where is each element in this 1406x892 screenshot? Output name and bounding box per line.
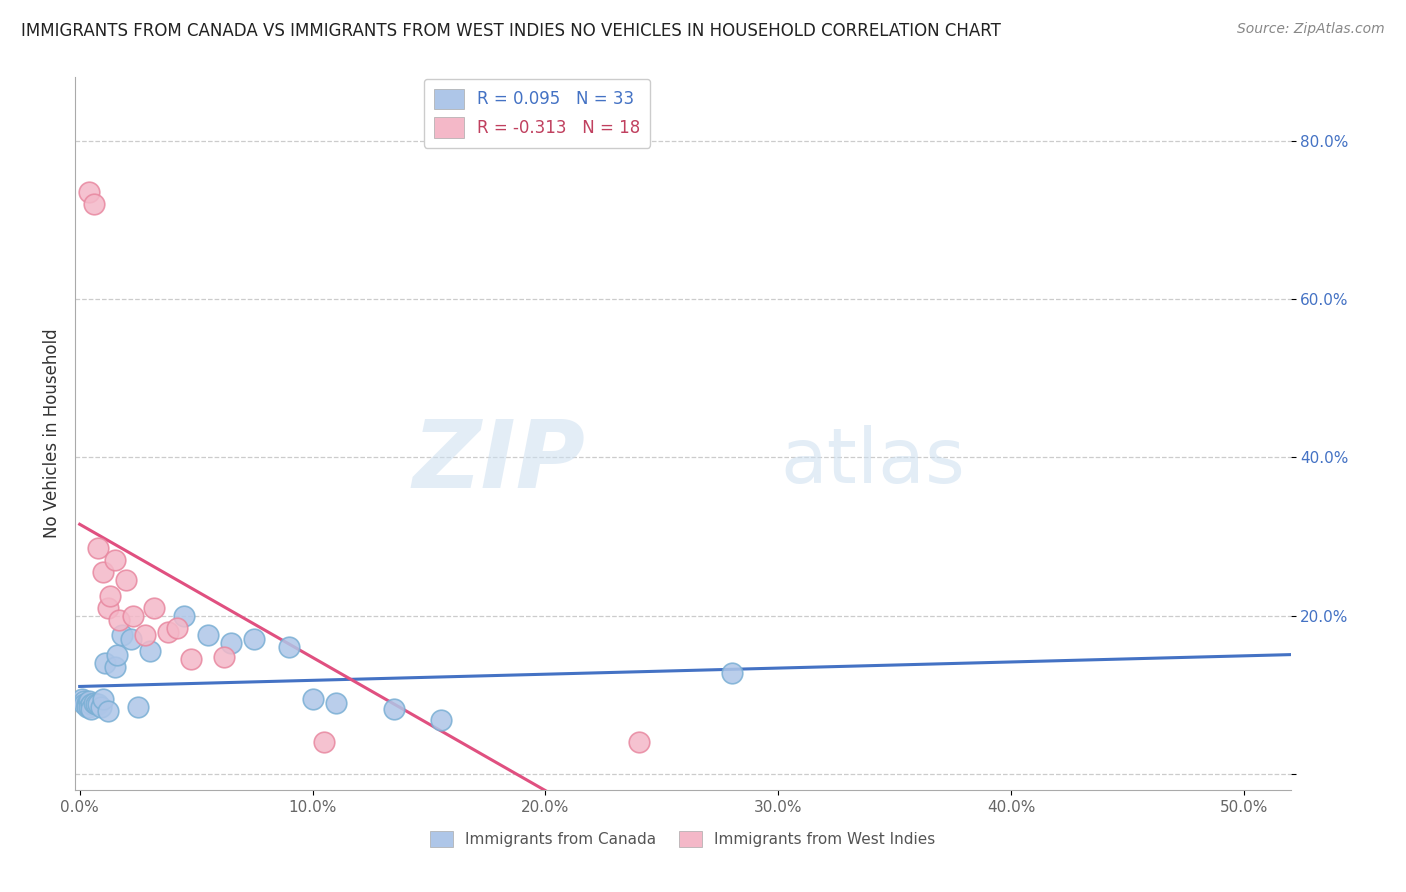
Legend: R = 0.095   N = 33, R = -0.313   N = 18: R = 0.095 N = 33, R = -0.313 N = 18 xyxy=(423,78,650,148)
Point xyxy=(108,613,131,627)
Point xyxy=(83,696,105,710)
Point xyxy=(105,648,128,663)
Point xyxy=(77,185,100,199)
Point xyxy=(429,713,451,727)
Point xyxy=(83,197,105,211)
Point xyxy=(382,702,405,716)
Point xyxy=(97,704,120,718)
Point xyxy=(212,649,235,664)
Point xyxy=(76,699,98,714)
Text: IMMIGRANTS FROM CANADA VS IMMIGRANTS FROM WEST INDIES NO VEHICLES IN HOUSEHOLD C: IMMIGRANTS FROM CANADA VS IMMIGRANTS FRO… xyxy=(21,22,1001,40)
Point xyxy=(143,600,166,615)
Point xyxy=(166,621,188,635)
Point xyxy=(73,694,96,708)
Point xyxy=(278,640,301,655)
Point xyxy=(87,698,110,712)
Point xyxy=(138,644,160,658)
Point xyxy=(73,698,96,712)
Point xyxy=(91,691,114,706)
Point xyxy=(104,660,127,674)
Point xyxy=(173,608,195,623)
Y-axis label: No Vehicles in Household: No Vehicles in Household xyxy=(44,329,60,539)
Point xyxy=(80,698,103,712)
Point xyxy=(243,632,266,647)
Point xyxy=(180,652,202,666)
Point xyxy=(219,636,242,650)
Point xyxy=(115,573,138,587)
Point xyxy=(120,632,142,647)
Point xyxy=(627,735,650,749)
Point xyxy=(77,694,100,708)
Point xyxy=(134,628,156,642)
Text: Source: ZipAtlas.com: Source: ZipAtlas.com xyxy=(1237,22,1385,37)
Point xyxy=(90,699,112,714)
Point xyxy=(87,541,110,556)
Text: ZIP: ZIP xyxy=(413,417,585,508)
Point xyxy=(110,628,132,642)
Point xyxy=(70,691,93,706)
Point xyxy=(76,698,98,713)
Point xyxy=(122,608,145,623)
Point xyxy=(127,699,149,714)
Point xyxy=(80,702,103,716)
Point xyxy=(94,656,117,670)
Point xyxy=(325,696,347,710)
Point xyxy=(197,628,219,642)
Point xyxy=(720,665,742,680)
Point xyxy=(98,589,121,603)
Point xyxy=(84,698,107,712)
Point xyxy=(91,565,114,579)
Point xyxy=(301,691,323,706)
Point xyxy=(157,624,180,639)
Text: atlas: atlas xyxy=(780,425,965,500)
Point xyxy=(97,600,120,615)
Point xyxy=(76,696,98,710)
Point xyxy=(77,699,100,714)
Point xyxy=(314,735,336,749)
Point xyxy=(104,553,127,567)
